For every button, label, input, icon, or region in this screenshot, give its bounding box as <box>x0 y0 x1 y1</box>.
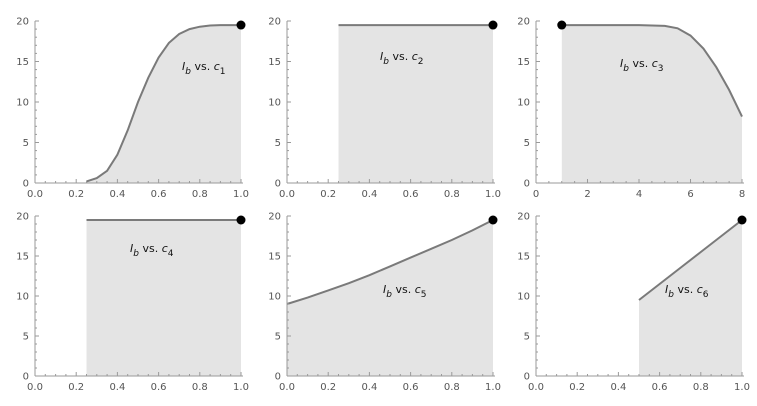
y-tick-label: 15 <box>517 252 530 263</box>
y-tick-label: 0 <box>275 372 281 383</box>
x-tick-label: 0.4 <box>109 382 125 393</box>
x-tick-label: 0.8 <box>444 382 460 393</box>
y-tick-label: 0 <box>524 179 530 190</box>
x-tick-label: 0.4 <box>361 189 377 200</box>
x-tick-label: 0.8 <box>192 189 208 200</box>
series-annotation: Ib vs. c3 <box>620 57 664 74</box>
x-tick-label: 0.4 <box>109 189 125 200</box>
endpoint-marker <box>236 20 246 30</box>
y-tick-label: 15 <box>517 57 530 68</box>
y-tick-label: 15 <box>16 57 29 68</box>
y-tick-label: 20 <box>16 17 29 28</box>
y-tick-label: 15 <box>268 252 281 263</box>
y-tick-label: 20 <box>517 212 530 223</box>
y-tick-label: 20 <box>16 212 29 223</box>
x-tick-label: 0.2 <box>320 382 336 393</box>
x-tick-label: 0.6 <box>151 382 167 393</box>
y-tick-label: 15 <box>268 57 281 68</box>
y-tick-label: 10 <box>517 98 530 109</box>
endpoint-marker <box>557 20 567 30</box>
y-tick-label: 0 <box>275 179 281 190</box>
y-tick-label: 10 <box>517 292 530 303</box>
panel-2: 0 5 10 15 20 0.0 0.2 0.4 0.6 0.8 1.0 Ib vs. c2 <box>268 17 501 201</box>
x-tick-label: 1.0 <box>485 189 501 200</box>
y-tick-label: 5 <box>275 138 281 149</box>
y-tick-label: 5 <box>524 332 530 343</box>
panel-1: 0 5 10 15 20 0.0 0.2 0.4 0.6 0.8 1.0 Ib vs. c1 <box>16 17 249 201</box>
x-tick-label: 0.6 <box>403 189 419 200</box>
x-tick-label: 0.0 <box>27 189 43 200</box>
series-annotation: Ib vs. c5 <box>383 283 427 300</box>
area-fill <box>86 220 241 376</box>
x-tick-label: 0.0 <box>27 382 43 393</box>
x-tick-label: 0.2 <box>320 189 336 200</box>
x-tick-label: 0.2 <box>68 189 84 200</box>
endpoint-marker <box>488 20 498 30</box>
y-tick-label: 5 <box>23 138 29 149</box>
panel-4: 0 5 10 15 20 0.0 0.2 0.4 0.6 0.8 1.0 Ib vs. c4 <box>16 212 249 394</box>
series-line <box>286 219 494 305</box>
y-tick-label: 10 <box>268 98 281 109</box>
x-tick-label: 0.0 <box>528 382 544 393</box>
x-tick-label: 0.0 <box>279 382 295 393</box>
x-tick-label: 1.0 <box>233 382 249 393</box>
area-fill <box>639 220 742 376</box>
y-tick-label: 20 <box>517 17 530 28</box>
panel-6: 0 5 10 15 20 0.0 0.2 0.4 0.6 0.8 1.0 Ib vs. c6 <box>517 212 750 394</box>
series-annotation: Ib vs. c2 <box>380 50 424 67</box>
x-tick-label: 0.8 <box>192 382 208 393</box>
x-tick-label: 0.8 <box>693 382 709 393</box>
x-tick-label: 0 <box>533 189 539 200</box>
y-tick-label: 10 <box>16 98 29 109</box>
y-tick-label: 5 <box>23 332 29 343</box>
x-tick-label: 0.2 <box>68 382 84 393</box>
x-tick-label: 0.4 <box>361 382 377 393</box>
x-tick-label: 8 <box>739 189 745 200</box>
series-annotation: Ib vs. c4 <box>130 242 174 259</box>
area-fill <box>287 220 493 376</box>
x-tick-label: 0.8 <box>444 189 460 200</box>
x-tick-label: 1.0 <box>734 382 750 393</box>
series-line <box>638 219 743 301</box>
x-tick-label: 0.0 <box>279 189 295 200</box>
area-fill <box>86 25 241 183</box>
x-tick-label: 1.0 <box>233 189 249 200</box>
endpoint-marker <box>737 215 747 225</box>
y-tick-label: 20 <box>268 17 281 28</box>
series-line <box>561 24 743 118</box>
series-line <box>86 24 241 183</box>
y-tick-label: 10 <box>16 292 29 303</box>
y-tick-label: 0 <box>23 372 29 383</box>
panel-5: 0 5 10 15 20 0.0 0.2 0.4 0.6 0.8 1.0 Ib vs. c5 <box>268 212 501 394</box>
x-tick-label: 0.6 <box>151 189 167 200</box>
series-annotation: Ib vs. c6 <box>665 283 709 300</box>
x-tick-label: 0.2 <box>569 382 585 393</box>
x-tick-label: 0.6 <box>652 382 668 393</box>
series-annotation: Ib vs. c1 <box>182 60 226 77</box>
endpoint-marker <box>236 215 246 225</box>
area-fill <box>561 25 742 183</box>
x-tick-label: 1.0 <box>485 382 501 393</box>
y-tick-label: 10 <box>268 292 281 303</box>
x-tick-label: 0.6 <box>403 382 419 393</box>
x-tick-label: 2 <box>584 189 590 200</box>
endpoint-marker <box>488 215 498 225</box>
panel-3: 0 5 10 15 20 0 2 4 6 8 Ib vs. c3 <box>517 17 745 201</box>
y-tick-label: 5 <box>524 138 530 149</box>
y-tick-label: 0 <box>524 372 530 383</box>
y-tick-label: 0 <box>23 179 29 190</box>
y-tick-label: 5 <box>275 332 281 343</box>
x-tick-label: 4 <box>636 189 642 200</box>
x-tick-label: 0.4 <box>610 382 626 393</box>
area-fill <box>338 25 493 183</box>
x-tick-label: 6 <box>687 189 693 200</box>
y-tick-label: 15 <box>16 252 29 263</box>
y-tick-label: 20 <box>268 212 281 223</box>
